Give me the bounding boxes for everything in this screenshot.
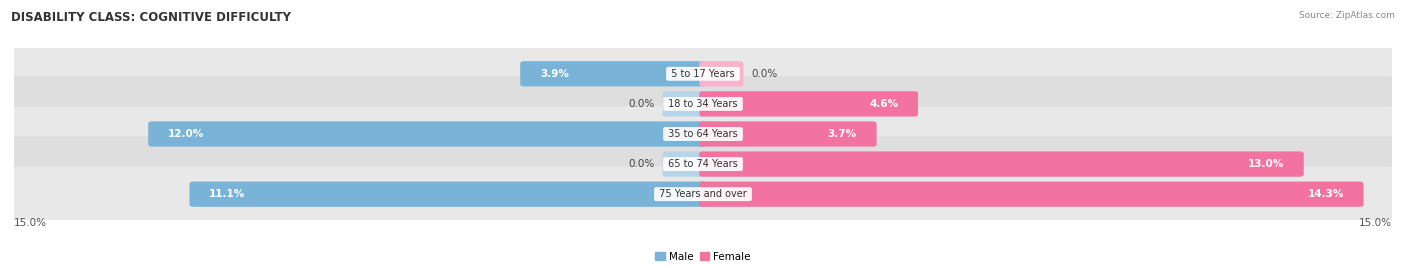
Text: 3.9%: 3.9%	[540, 69, 569, 79]
Text: 65 to 74 Years: 65 to 74 Years	[665, 159, 741, 169]
Text: DISABILITY CLASS: COGNITIVE DIFFICULTY: DISABILITY CLASS: COGNITIVE DIFFICULTY	[11, 11, 291, 24]
Text: 75 Years and over: 75 Years and over	[657, 189, 749, 199]
Text: 35 to 64 Years: 35 to 64 Years	[665, 129, 741, 139]
Text: 18 to 34 Years: 18 to 34 Years	[665, 99, 741, 109]
FancyBboxPatch shape	[190, 181, 707, 207]
Text: 3.7%: 3.7%	[828, 129, 856, 139]
FancyBboxPatch shape	[520, 61, 707, 87]
Text: Source: ZipAtlas.com: Source: ZipAtlas.com	[1299, 11, 1395, 20]
FancyBboxPatch shape	[0, 166, 1406, 222]
FancyBboxPatch shape	[0, 136, 1406, 192]
Text: 14.3%: 14.3%	[1308, 189, 1344, 199]
FancyBboxPatch shape	[148, 121, 707, 147]
FancyBboxPatch shape	[699, 61, 744, 87]
Legend: Male, Female: Male, Female	[651, 248, 755, 266]
Text: 15.0%: 15.0%	[14, 218, 46, 228]
Text: 4.6%: 4.6%	[869, 99, 898, 109]
FancyBboxPatch shape	[699, 121, 876, 147]
Text: 5 to 17 Years: 5 to 17 Years	[668, 69, 738, 79]
FancyBboxPatch shape	[699, 181, 1364, 207]
Text: 0.0%: 0.0%	[628, 99, 655, 109]
FancyBboxPatch shape	[699, 151, 1303, 177]
FancyBboxPatch shape	[662, 151, 707, 177]
Text: 0.0%: 0.0%	[751, 69, 778, 79]
Text: 15.0%: 15.0%	[1360, 218, 1392, 228]
FancyBboxPatch shape	[699, 91, 918, 117]
Text: 12.0%: 12.0%	[167, 129, 204, 139]
FancyBboxPatch shape	[0, 106, 1406, 162]
FancyBboxPatch shape	[662, 91, 707, 117]
Text: 0.0%: 0.0%	[628, 159, 655, 169]
Text: 13.0%: 13.0%	[1247, 159, 1284, 169]
Text: 11.1%: 11.1%	[209, 189, 246, 199]
FancyBboxPatch shape	[0, 46, 1406, 102]
FancyBboxPatch shape	[0, 76, 1406, 132]
